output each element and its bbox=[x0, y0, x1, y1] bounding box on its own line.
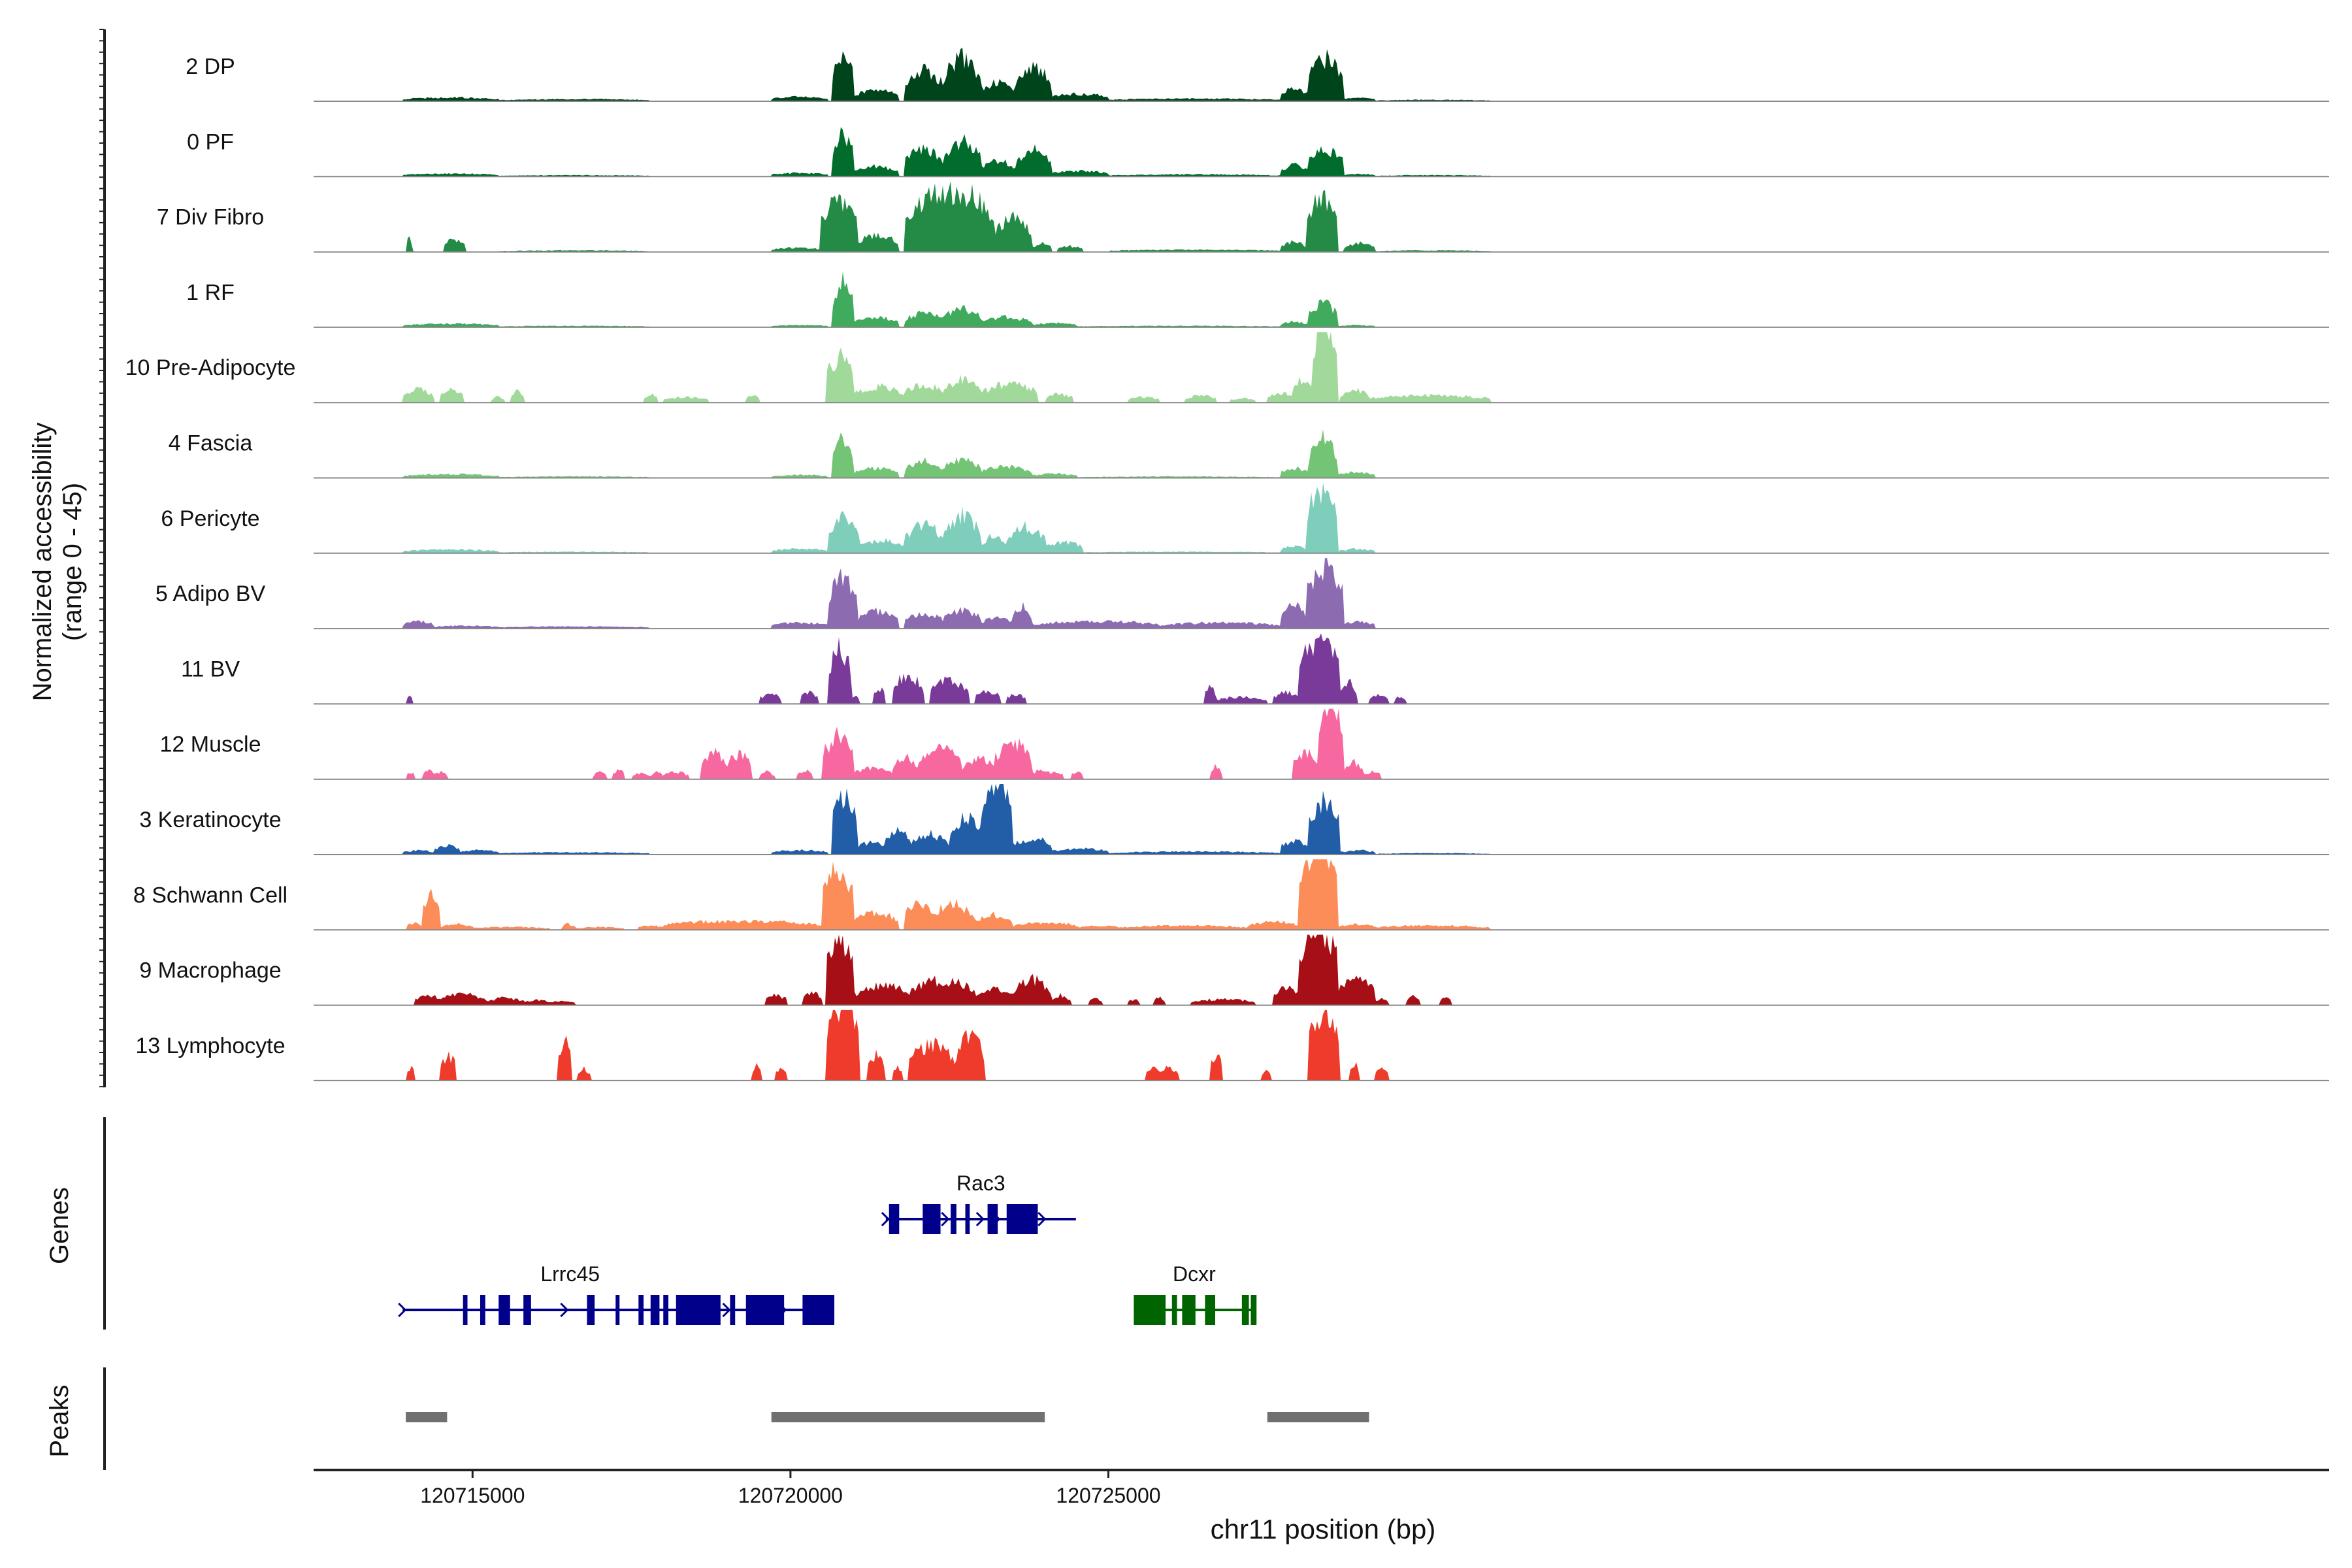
coverage-tracks: 2 DP 0 PF 7 Div Fibro 1 RF 10 Pre-Adipocyte 4… bbox=[125, 47, 2329, 1081]
gene-rac3: Rac3 bbox=[881, 1171, 1076, 1234]
exon bbox=[638, 1295, 644, 1325]
gene-lrrc45: Lrrc45 bbox=[398, 1262, 835, 1325]
strand-arrow bbox=[975, 1211, 985, 1227]
exon bbox=[745, 1295, 785, 1325]
peak-region bbox=[1267, 1412, 1369, 1422]
strand-arrow bbox=[778, 1302, 787, 1318]
exon bbox=[889, 1204, 900, 1234]
track-3-keratinocyte: 3 Keratinocyte bbox=[139, 784, 2329, 855]
peaks-track bbox=[406, 1412, 1369, 1422]
gene-track: Lrrc45 Rac3 Dcxr bbox=[398, 1171, 1257, 1325]
track-4-fascia: 4 Fascia bbox=[169, 429, 2329, 479]
track-12-muscle: 12 Muscle bbox=[160, 708, 2329, 780]
exon bbox=[1241, 1295, 1249, 1325]
exon bbox=[676, 1295, 721, 1325]
track-13-lymphocyte: 13 Lymphocyte bbox=[135, 1009, 2329, 1081]
exon bbox=[987, 1204, 998, 1234]
peak-region bbox=[406, 1412, 448, 1422]
exon bbox=[523, 1295, 531, 1325]
strand-arrow bbox=[398, 1302, 407, 1318]
genes-track-label: Genes bbox=[45, 1187, 74, 1264]
exon bbox=[1250, 1295, 1257, 1325]
exon bbox=[615, 1295, 620, 1325]
coverage-area bbox=[314, 429, 2329, 478]
strand-arrow bbox=[1037, 1211, 1047, 1227]
x-tick-label: 120715000 bbox=[420, 1484, 525, 1507]
track-label: 1 RF bbox=[186, 280, 235, 305]
gene-label: Rac3 bbox=[956, 1171, 1005, 1195]
coverage-area bbox=[314, 181, 2329, 252]
coverage-area bbox=[314, 1009, 2329, 1081]
coverage-area bbox=[314, 558, 2329, 629]
x-tick-label: 120720000 bbox=[738, 1484, 843, 1507]
track-label: 13 Lymphocyte bbox=[135, 1034, 285, 1058]
y-axis-label-line1: Normalized accessibility bbox=[28, 423, 57, 702]
exon bbox=[1006, 1204, 1038, 1234]
strand-arrow bbox=[722, 1302, 731, 1318]
x-tick-label: 120725000 bbox=[1056, 1484, 1160, 1507]
coverage-area bbox=[314, 784, 2329, 855]
track-7-div-fibro: 7 Div Fibro bbox=[157, 181, 2329, 253]
coverage-area bbox=[314, 482, 2329, 553]
exon bbox=[802, 1295, 835, 1325]
exon bbox=[951, 1204, 956, 1234]
track-label: 11 BV bbox=[181, 657, 240, 681]
exon bbox=[1205, 1295, 1215, 1325]
track-8-schwann-cell: 8 Schwann Cell bbox=[133, 859, 2329, 931]
x-axis-label: chr11 position (bp) bbox=[1211, 1514, 1436, 1544]
coverage-area bbox=[314, 332, 2329, 403]
strand-arrow bbox=[881, 1211, 890, 1227]
peaks-track-label: Peaks bbox=[45, 1384, 74, 1457]
track-6-pericyte: 6 Pericyte bbox=[161, 482, 2329, 554]
exon bbox=[965, 1204, 970, 1234]
track-2-dp: 2 DP bbox=[186, 47, 2329, 102]
track-label: 6 Pericyte bbox=[161, 506, 259, 531]
strand-arrow bbox=[941, 1211, 950, 1227]
exon bbox=[480, 1295, 485, 1325]
track-label: 3 Keratinocyte bbox=[139, 808, 281, 832]
coverage-area bbox=[314, 271, 2329, 327]
exon bbox=[498, 1295, 510, 1325]
coverage-area bbox=[314, 633, 2329, 704]
track-label: 9 Macrophage bbox=[139, 958, 281, 983]
exon bbox=[663, 1295, 669, 1325]
exon bbox=[1171, 1295, 1177, 1325]
coverage-area bbox=[314, 708, 2329, 779]
axes: Normalized accessibility (range 0 - 45) … bbox=[28, 29, 2329, 1544]
track-label: 2 DP bbox=[186, 54, 235, 79]
track-label: 4 Fascia bbox=[169, 431, 253, 456]
track-11-bv: 11 BV bbox=[181, 633, 2329, 705]
track-5-adipo-bv: 5 Adipo BV bbox=[155, 558, 2329, 630]
track-label: 5 Adipo BV bbox=[155, 581, 266, 606]
gene-label: Lrrc45 bbox=[540, 1262, 600, 1286]
exon bbox=[463, 1295, 468, 1325]
exon bbox=[587, 1295, 595, 1325]
track-10-pre-adipocyte: 10 Pre-Adipocyte bbox=[125, 332, 2329, 404]
coverage-area bbox=[314, 127, 2329, 177]
strand-arrow bbox=[992, 1211, 1001, 1227]
coverage-area bbox=[314, 859, 2329, 930]
exon bbox=[923, 1204, 941, 1234]
exon bbox=[1182, 1295, 1196, 1325]
peak-region bbox=[771, 1412, 1045, 1422]
strand-arrow bbox=[560, 1302, 569, 1318]
y-axis-label-line2: (range 0 - 45) bbox=[58, 483, 87, 641]
track-1-rf: 1 RF bbox=[186, 271, 2329, 328]
exon bbox=[1134, 1295, 1166, 1325]
track-label: 10 Pre-Adipocyte bbox=[125, 355, 296, 380]
track-label: 7 Div Fibro bbox=[157, 205, 264, 230]
exon bbox=[730, 1295, 736, 1325]
track-9-macrophage: 9 Macrophage bbox=[139, 934, 2329, 1006]
track-0-pf: 0 PF bbox=[187, 127, 2329, 178]
coverage-area bbox=[314, 934, 2329, 1005]
track-label: 8 Schwann Cell bbox=[133, 883, 287, 907]
track-label: 0 PF bbox=[187, 129, 234, 154]
gene-label: Dcxr bbox=[1173, 1262, 1216, 1286]
gene-dcxr: Dcxr bbox=[1134, 1262, 1257, 1325]
track-label: 12 Muscle bbox=[160, 732, 261, 757]
exon bbox=[650, 1295, 660, 1325]
coverage-area bbox=[314, 47, 2329, 101]
